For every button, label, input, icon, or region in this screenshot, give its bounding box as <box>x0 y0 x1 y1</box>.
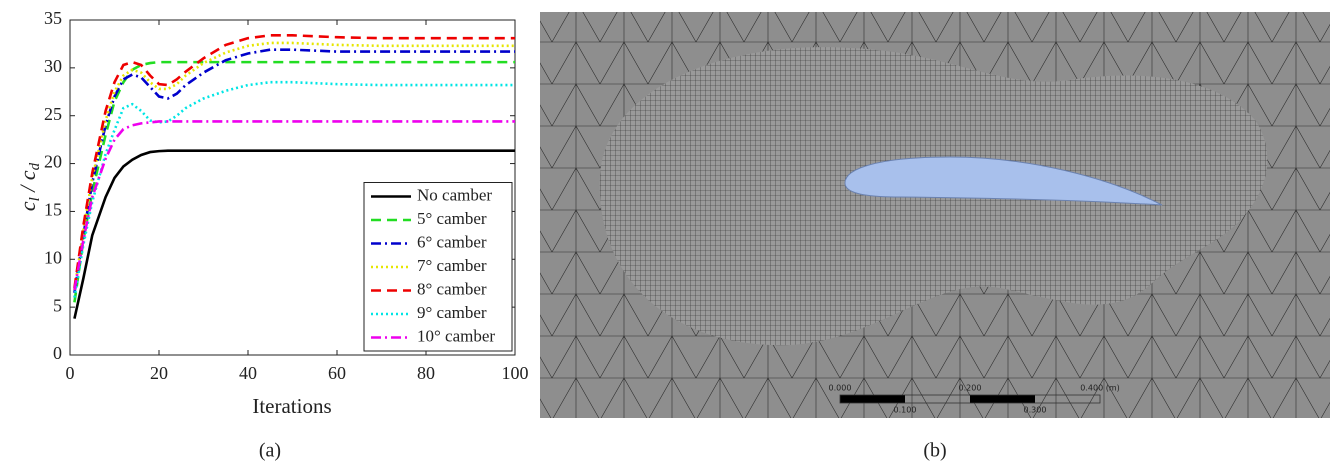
figure: 0.000 0.100 0.200 0.300 0.400 (m) (a) (b… <box>0 0 1335 472</box>
y-axis-label: cl / cd <box>15 162 43 211</box>
legend-label: 5° camber <box>417 209 487 228</box>
legend-label: No camber <box>417 185 492 204</box>
x-tick-label: 20 <box>150 363 168 383</box>
legend-label: 7° camber <box>417 256 487 275</box>
legend-label: 8° camber <box>417 279 487 298</box>
mesh-panel: 0.000 0.100 0.200 0.300 0.400 (m) <box>540 12 1330 418</box>
x-tick-label: 100 <box>502 363 529 383</box>
panel-label: (b) <box>923 440 946 462</box>
x-tick-label: 0 <box>66 363 75 383</box>
y-tick-label: 35 <box>44 8 62 28</box>
y-tick-label: 30 <box>44 56 62 76</box>
panel-label: (a) <box>259 440 281 462</box>
scale-label: 0.400 (m) <box>1080 384 1119 393</box>
y-tick-label: 20 <box>44 152 62 172</box>
y-tick-label: 15 <box>44 200 62 220</box>
y-tick-label: 5 <box>53 295 62 315</box>
x-tick-label: 80 <box>417 363 435 383</box>
legend-label: 9° camber <box>417 303 487 322</box>
y-tick-label: 0 <box>53 343 62 363</box>
y-label-part: d <box>27 162 43 170</box>
y-tick-label: 10 <box>44 247 62 267</box>
y-label-part: / c <box>15 170 40 197</box>
scale-bar <box>970 395 1035 403</box>
y-label-part: c <box>15 201 40 211</box>
legend-label: 10° camber <box>417 326 495 345</box>
x-axis-label: Iterations <box>252 394 331 418</box>
scale-label: 0.300 <box>1024 406 1047 415</box>
legend-label: 6° camber <box>417 232 487 251</box>
y-tick-label: 25 <box>44 104 62 124</box>
scale-label: 0.200 <box>959 384 982 393</box>
page: {"chart_data": {"type": "line", "ylabel"… <box>0 0 1335 472</box>
x-tick-label: 60 <box>328 363 346 383</box>
scale-bar <box>840 395 905 403</box>
x-tick-label: 40 <box>239 363 257 383</box>
scale-label: 0.000 <box>829 384 852 393</box>
scale-label: 0.100 <box>894 406 917 415</box>
